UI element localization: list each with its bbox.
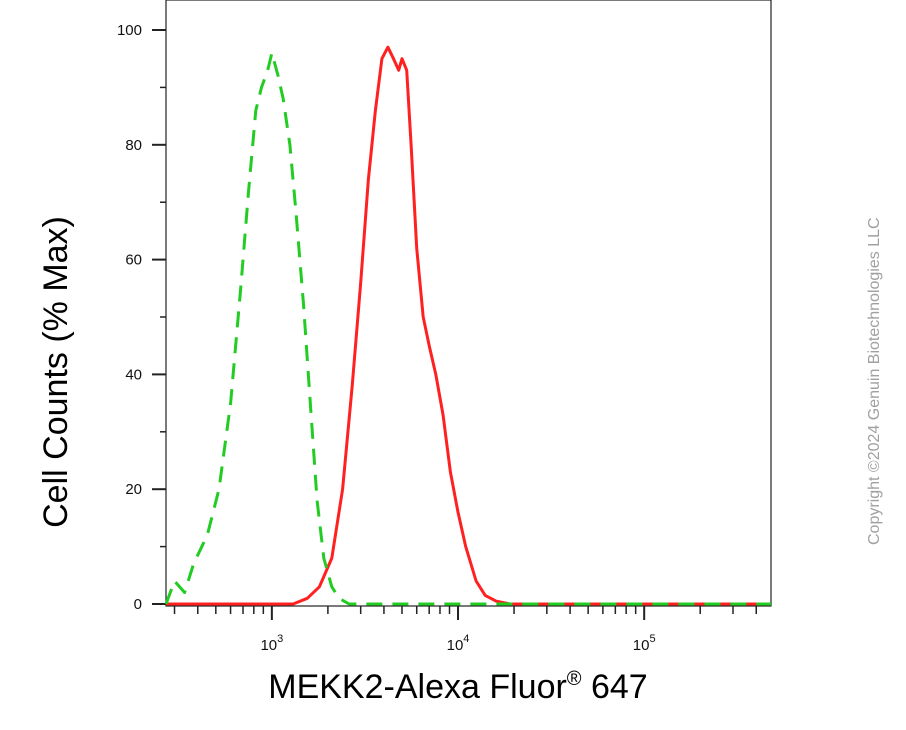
dashed-series-line [164, 51, 771, 606]
copyright-watermark: Copyright ©2024 Genuin Biotechnologies L… [866, 217, 883, 545]
x-axis-title-tail: 647 [582, 668, 648, 706]
y-tick-label: 40 [125, 366, 142, 383]
solid-series-line [166, 45, 771, 606]
y-tick-label: 20 [125, 481, 142, 498]
plot-frame [165, 0, 772, 607]
x-axis-title-main: MEKK2-Alexa Fluor [268, 668, 567, 706]
x-tick-label: 103 [260, 633, 283, 654]
series-layer [164, 45, 771, 606]
x-tick-label: 105 [633, 633, 656, 654]
y-axis-title: Cell Counts (% Max) [37, 216, 75, 528]
y-axis: 0 20 40 60 80 100 [117, 22, 166, 613]
x-tick-label: 104 [447, 633, 470, 654]
x-axis: 103 104 105 [173, 606, 758, 654]
y-tick-label: 80 [125, 137, 142, 154]
y-tick-label: 100 [117, 22, 142, 39]
y-tick-label: 0 [134, 596, 142, 613]
x-axis-title: MEKK2-Alexa Fluor® 647 [268, 668, 647, 706]
y-tick-label: 60 [125, 252, 142, 269]
x-axis-title-mark: ® [567, 668, 582, 690]
